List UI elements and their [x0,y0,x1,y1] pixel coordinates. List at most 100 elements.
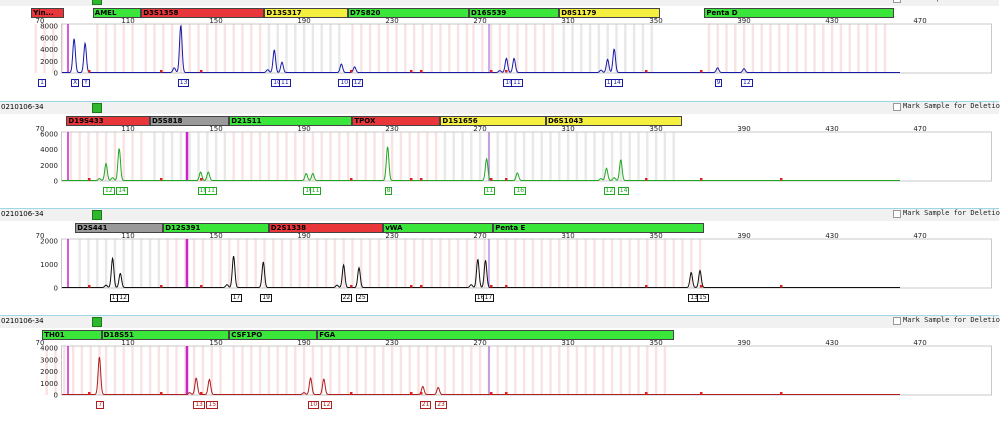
allele-bin [338,132,341,181]
locus-marker-d2s441[interactable]: D2S441 [75,223,164,233]
baseline-marker [420,285,423,288]
allele-call-label[interactable]: 8 [384,187,393,195]
allele-call-label[interactable]: 12 [320,401,333,409]
allele-bin [368,239,372,288]
sample-name: 0210106-34 [1,103,44,111]
allele-call-label[interactable]: 11 [279,79,291,87]
allele-bin [470,132,473,181]
allele-bin [201,239,205,288]
locus-marker-vwa[interactable]: vWA [383,223,494,233]
allele-call-label[interactable]: 1 [38,79,46,87]
locus-marker-fga[interactable]: FGA [317,330,674,340]
allele-bin [514,239,517,288]
allele-call-label[interactable]: 7 [96,401,105,409]
allele-call-label[interactable]: 12 [103,187,115,195]
sample-header: 0210106-34 Mark Sample for Deletion [0,316,1000,328]
locus-marker-d18s51[interactable]: D18S51 [101,330,230,340]
locus-marker-tpox[interactable]: TPOX [352,116,441,126]
allele-bin [628,239,631,288]
sample-status-icon[interactable] [92,103,102,113]
allele-call-label[interactable]: 17 [482,294,495,302]
allele-bin [206,132,209,181]
allele-call-label[interactable]: 15 [206,401,219,409]
allele-call-label[interactable]: 25 [356,294,368,302]
allele-bins [45,346,667,395]
mark-deletion-checkbox[interactable] [893,103,901,111]
locus-marker-d12s391[interactable]: D12S391 [163,223,269,233]
locus-marker-d19s433[interactable]: D19S433 [66,116,150,126]
allele-call-label[interactable]: Y [82,79,90,87]
sample-status-icon[interactable] [92,0,102,5]
allele-call-label[interactable]: 11 [483,187,496,195]
allele-call-label[interactable]: 13 [193,401,205,409]
allele-call-label[interactable]: 23 [435,401,447,409]
y-axis-tick-label: 2000 [40,58,58,66]
allele-bin [646,239,649,288]
allele-call-label[interactable]: 19 [260,294,272,302]
allele-call-label[interactable]: 22 [340,294,353,302]
x-axis-tick-label: 270 [473,125,486,133]
locus-marker-d3s1358[interactable]: D3S1358 [141,8,265,18]
allele-bin [672,132,675,181]
allele-call-label[interactable]: 11 [511,79,523,87]
allele-call-label[interactable]: 21 [419,401,432,409]
allele-bin [443,346,447,395]
locus-marker-d5s818[interactable]: D5S818 [150,116,230,126]
allele-bin [531,239,535,288]
allele-call-label[interactable]: 16 [514,187,527,195]
sample-status-icon[interactable] [92,210,102,220]
allele-call-label[interactable]: 14 [116,187,128,195]
allele-call-label[interactable]: 13 [177,79,190,87]
locus-marker-d2s1338[interactable]: D2S1338 [268,223,384,233]
locus-marker-amel[interactable]: AMEL [92,8,142,18]
allele-call-label[interactable]: X [71,79,80,87]
allele-call-label[interactable]: 10 [307,401,320,409]
allele-bin [525,24,528,73]
allele-call-label[interactable]: 9 [714,79,723,87]
y-axis-tick-label: 0 [54,392,58,400]
allele-bin [294,24,297,73]
baseline-marker [410,285,413,288]
locus-marker-d13s317[interactable]: D13S317 [264,8,348,18]
locus-marker-d16s539[interactable]: D16S539 [469,8,560,18]
locus-marker-th01[interactable]: TH01 [42,330,102,340]
allele-call-label[interactable]: 17 [230,294,243,302]
mark-deletion-checkbox[interactable] [893,317,901,325]
allele-call-label[interactable]: 12 [351,79,364,87]
locus-marker-d6s1043[interactable]: D6S1043 [546,116,683,126]
locus-marker-csf1po[interactable]: CSF1PO [229,330,318,340]
locus-marker-penta-d[interactable]: Penta D [704,8,894,18]
allele-call-label[interactable]: 12 [117,294,129,302]
allele-bin [311,24,315,73]
allele-call-label[interactable]: 14 [617,187,630,195]
allele-call-label[interactable]: 11 [205,187,217,195]
baseline-marker [350,285,353,288]
allele-bin [883,24,887,73]
locus-marker-d8s1179[interactable]: D8S1179 [559,8,661,18]
allele-bin [597,24,601,73]
locus-marker-penta-e[interactable]: Penta E [493,223,705,233]
allele-call-label[interactable]: 12 [741,79,753,87]
allele-call-label[interactable]: 14 [611,79,623,87]
allele-bin [619,346,623,395]
locus-marker-d21s11[interactable]: D21S11 [229,116,353,126]
locus-marker-d7s820[interactable]: D7S820 [348,8,469,18]
allele-bin [302,346,306,395]
allele-bin [140,132,143,181]
allele-bin [751,24,755,73]
x-axis-tick-label: 390 [737,339,750,347]
allele-call-label[interactable]: 15 [697,294,709,302]
allele-call-label[interactable]: 10 [338,79,351,87]
allele-bin [637,132,640,181]
allele-bin [267,346,271,395]
locus-marker-d1s1656[interactable]: D1S1656 [440,116,546,126]
baseline-marker [88,392,91,395]
allele-call-label[interactable]: 11 [309,187,322,195]
allele-call-label[interactable]: 12 [603,187,616,195]
sample-status-icon[interactable] [92,317,102,327]
allele-bins [34,24,887,73]
mark-deletion-checkbox[interactable] [893,210,901,218]
mark-deletion-checkbox[interactable] [893,0,901,3]
allele-bin [104,239,108,288]
locus-marker-yin-[interactable]: Yin... [31,8,65,18]
